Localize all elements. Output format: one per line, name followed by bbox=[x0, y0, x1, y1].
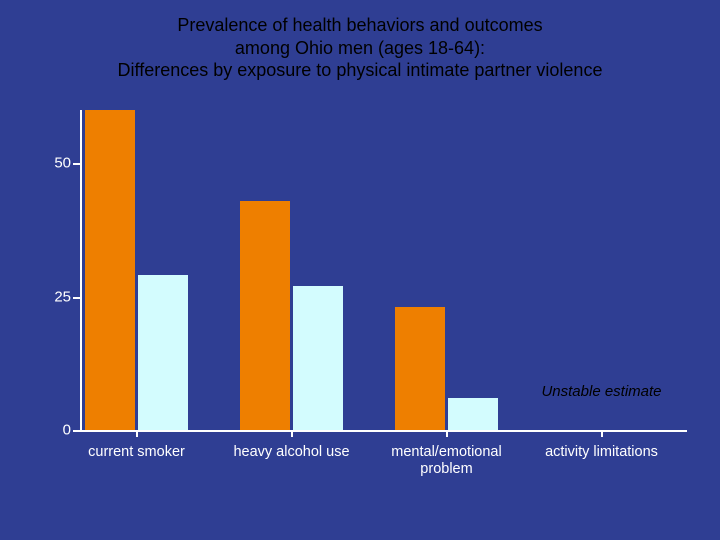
x-tick-label: current smoker bbox=[64, 444, 209, 461]
x-tick bbox=[446, 430, 448, 437]
y-tick bbox=[73, 163, 82, 165]
y-tick-label: 0 bbox=[33, 422, 71, 439]
x-tick-label: heavy alcohol use bbox=[219, 444, 364, 461]
x-tick bbox=[291, 430, 293, 437]
bar-not-exposed bbox=[138, 275, 188, 430]
bar-not-exposed bbox=[448, 398, 498, 430]
bar-exposed bbox=[85, 110, 135, 430]
y-tick bbox=[73, 430, 82, 432]
chart-title: Prevalence of health behaviors and outco… bbox=[0, 14, 720, 82]
title-line-2: among Ohio men (ages 18-64): bbox=[0, 37, 720, 60]
bar-exposed bbox=[240, 201, 290, 430]
x-tick-label: mental/emotional problem bbox=[374, 444, 519, 479]
slide: Prevalence of health behaviors and outco… bbox=[0, 0, 720, 540]
y-tick-label: 25 bbox=[33, 288, 71, 305]
title-line-3: Differences by exposure to physical inti… bbox=[0, 59, 720, 82]
x-tick bbox=[601, 430, 603, 437]
x-axis-line bbox=[80, 430, 687, 432]
bar-not-exposed bbox=[293, 286, 343, 430]
y-tick-label: 50 bbox=[33, 155, 71, 172]
annotation-unstable-estimate: Unstable estimate bbox=[519, 383, 684, 400]
y-tick bbox=[73, 297, 82, 299]
bar-chart: Unstable estimate 02550current smokerhea… bbox=[45, 110, 685, 490]
x-tick-label: activity limitations bbox=[529, 444, 674, 461]
plot-area: Unstable estimate bbox=[80, 110, 685, 430]
x-tick bbox=[136, 430, 138, 437]
title-line-1: Prevalence of health behaviors and outco… bbox=[0, 14, 720, 37]
bar-exposed bbox=[395, 307, 445, 430]
